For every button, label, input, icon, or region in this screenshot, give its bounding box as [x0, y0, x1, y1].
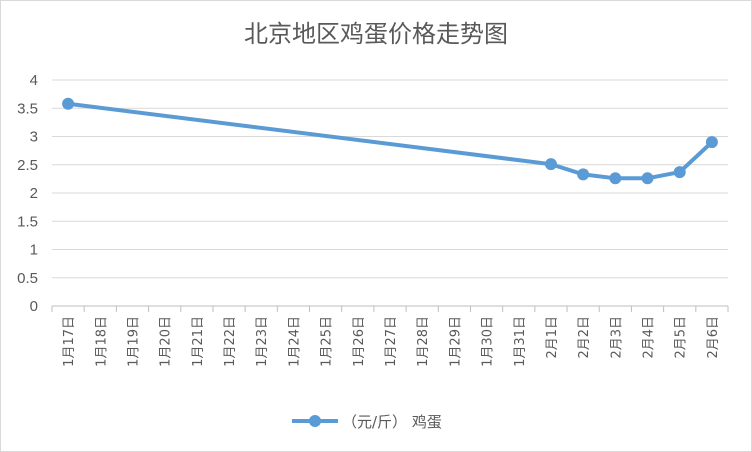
x-tick-label: 2月4日 — [642, 316, 657, 359]
y-tick-label: 2.5 — [17, 157, 38, 174]
y-tick-label: 1 — [30, 242, 38, 259]
x-tick-label: 1月30日 — [481, 316, 496, 367]
x-tick-label: 2月3日 — [609, 316, 624, 359]
y-tick-label: 0.5 — [17, 270, 38, 287]
x-tick-label: 2月5日 — [674, 316, 689, 359]
x-tick-label: 1月20日 — [159, 316, 174, 367]
x-tick-label: 2月1日 — [545, 316, 560, 359]
chart-title: 北京地区鸡蛋价格走势图 — [244, 20, 508, 48]
x-tick-label: 1月21日 — [191, 316, 206, 367]
x-tick-label: 2月2日 — [577, 316, 592, 359]
x-tick-label: 1月18日 — [94, 316, 109, 367]
x-tick-label: 1月26日 — [352, 316, 367, 367]
y-tick-label: 3 — [30, 129, 38, 146]
y-tick-label: 3.5 — [17, 100, 38, 117]
data-point — [62, 97, 75, 110]
y-tick-label: 4 — [30, 72, 38, 89]
data-point — [577, 168, 590, 181]
x-tick-label: 1月17日 — [62, 316, 77, 367]
data-point — [705, 136, 718, 149]
x-tick-label: 1月19日 — [126, 316, 141, 367]
data-point — [544, 158, 557, 171]
x-tick-label: 1月24日 — [287, 316, 302, 367]
x-tick-label: 1月22日 — [223, 316, 238, 367]
data-point — [609, 172, 622, 185]
x-tick-label: 1月29日 — [448, 316, 463, 367]
legend-marker-icon — [292, 411, 338, 431]
legend: （元/斤） 鸡蛋 — [292, 410, 442, 432]
y-tick-label: 2 — [30, 185, 38, 202]
legend-label: （元/斤） 鸡蛋 — [342, 412, 442, 431]
y-tick-label: 1.5 — [17, 213, 38, 230]
x-tick-label: 1月27日 — [384, 316, 399, 367]
x-tick-label: 1月31日 — [513, 316, 528, 367]
y-tick-label: 0 — [30, 298, 38, 315]
x-tick-label: 1月23日 — [255, 316, 270, 367]
data-point — [641, 172, 654, 185]
series-line-0 — [66, 101, 714, 181]
x-tick-label: 1月25日 — [320, 316, 335, 367]
x-tick-label: 2月6日 — [706, 316, 721, 359]
x-tick-label: 1月28日 — [416, 316, 431, 367]
data-point — [673, 166, 686, 179]
